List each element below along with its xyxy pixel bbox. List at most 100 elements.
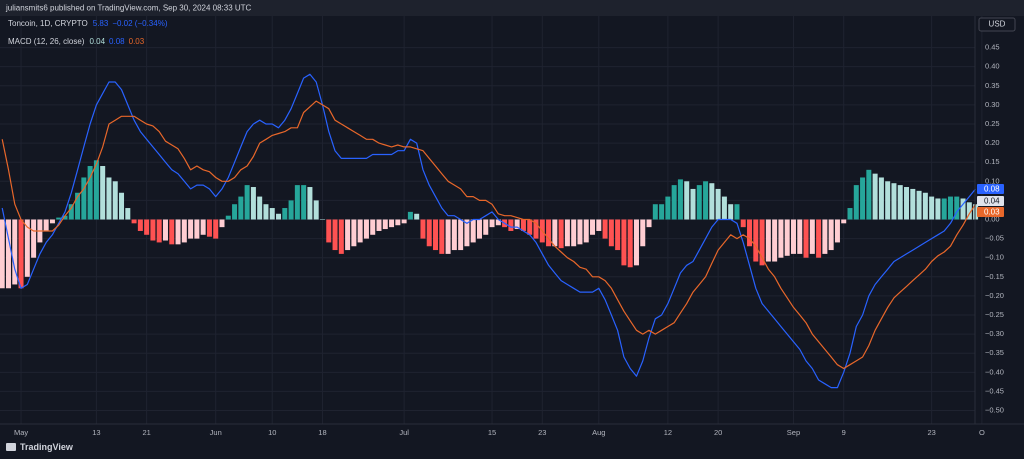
histogram-bar xyxy=(703,181,709,220)
histogram-bar xyxy=(596,219,602,231)
histogram-bar xyxy=(973,204,979,220)
histogram-bar xyxy=(508,219,514,231)
histogram-bar xyxy=(728,204,734,220)
histogram-bar xyxy=(665,196,671,220)
y-tick-label: 0.35 xyxy=(985,81,1000,90)
y-tick-label: 0.40 xyxy=(985,62,1000,71)
histogram-bar xyxy=(75,192,81,220)
histogram-bar xyxy=(941,198,947,220)
histogram-bar xyxy=(0,219,5,289)
histogram-bar xyxy=(759,219,765,266)
publisher: juliansmits6 published on TradingView.co… xyxy=(5,4,252,13)
histogram-bar xyxy=(772,219,778,262)
histogram-bar xyxy=(181,219,187,243)
histogram-bar xyxy=(721,196,727,220)
histogram-bar xyxy=(696,185,702,220)
histogram-bar xyxy=(276,213,282,220)
histogram-bar xyxy=(590,219,596,235)
x-tick-label: 15 xyxy=(488,428,496,437)
x-tick-label: Jul xyxy=(399,428,409,437)
histogram-bar xyxy=(326,219,332,243)
price-axis: 0.450.400.350.300.250.200.150.100.050.00… xyxy=(14,43,1004,437)
histogram-bar xyxy=(797,219,803,254)
histogram-bar xyxy=(834,219,840,243)
histogram-bar xyxy=(885,181,891,220)
histogram-bar xyxy=(790,219,796,254)
histogram-bar xyxy=(520,219,526,231)
currency-button[interactable] xyxy=(978,17,1016,32)
histogram-bar xyxy=(81,177,87,220)
histogram-bar xyxy=(213,219,219,239)
histogram-bar xyxy=(929,196,935,220)
histogram-bar xyxy=(150,219,156,241)
symbol-change: −0.02 (−0.34%) xyxy=(112,19,167,28)
histogram-bar xyxy=(564,219,570,247)
histogram-bar xyxy=(483,219,489,235)
histogram-bar xyxy=(257,196,263,220)
histogram-bar xyxy=(677,179,683,220)
histogram-bar xyxy=(175,219,181,245)
histogram-bar xyxy=(319,219,325,220)
histogram-bar xyxy=(156,219,162,243)
histogram-bar xyxy=(577,219,583,245)
histogram-bar xyxy=(910,188,916,220)
currency[interactable]: USD xyxy=(989,20,1006,29)
histogram-bar xyxy=(809,219,815,254)
histogram-bar xyxy=(470,219,476,243)
y-tick-label: 0.25 xyxy=(985,119,1000,128)
histogram-bar xyxy=(414,213,420,220)
histogram-bar xyxy=(527,219,533,235)
histogram-bar xyxy=(621,219,627,266)
histogram-bar xyxy=(451,219,457,251)
histogram-bar xyxy=(916,190,922,220)
histogram-bar xyxy=(345,219,351,251)
signal-value: 0.03 xyxy=(129,37,145,46)
histogram-bar xyxy=(144,219,150,235)
histogram-bar xyxy=(514,219,520,230)
histogram-bar xyxy=(476,219,482,239)
histogram-bar xyxy=(49,219,55,224)
y-tick-label: −0.50 xyxy=(985,406,1004,415)
histogram-bar xyxy=(947,196,953,220)
macd-axis-value: 0.08 xyxy=(984,185,1000,194)
histogram-bar xyxy=(232,204,238,220)
indicator-line xyxy=(1,73,977,389)
y-tick-label: −0.35 xyxy=(985,348,1004,357)
histogram-bar xyxy=(464,219,470,247)
y-tick-label: 0.10 xyxy=(985,176,1000,185)
histogram-bar xyxy=(282,208,288,220)
histogram-bar xyxy=(43,219,49,231)
histogram-bar xyxy=(288,200,294,220)
histogram-bar xyxy=(338,219,344,254)
histogram-bar xyxy=(878,177,884,220)
histogram-bar xyxy=(439,219,445,254)
histogram-bar xyxy=(433,219,439,251)
y-tick-label: 0.15 xyxy=(985,157,1000,166)
histogram-bar xyxy=(301,185,307,220)
histogram-bar xyxy=(935,198,941,220)
histogram-bar xyxy=(671,185,677,220)
histogram-bar xyxy=(533,219,539,239)
brand-logo: TradingView xyxy=(6,442,74,452)
y-tick-label: −0.25 xyxy=(985,310,1004,319)
indicator-name: MACD (12, 26, close) xyxy=(8,37,85,46)
y-tick-label: 0.00 xyxy=(985,214,1000,223)
histogram-bar xyxy=(244,185,250,220)
histogram-bar xyxy=(401,219,407,224)
histogram-bar xyxy=(583,219,589,243)
histogram-bar xyxy=(370,219,376,235)
histogram-bar xyxy=(131,219,137,224)
histogram-bar xyxy=(558,219,564,249)
x-tick-label: 13 xyxy=(92,428,100,437)
histogram-bar xyxy=(897,185,903,220)
histogram-bar xyxy=(646,219,652,228)
brand: TradingView xyxy=(20,442,74,452)
histogram-bar xyxy=(313,200,319,220)
histogram-bar xyxy=(137,219,143,231)
histogram-bar xyxy=(219,219,225,228)
histogram-bar xyxy=(828,219,834,251)
histogram-bar xyxy=(31,219,37,258)
histogram-bar xyxy=(747,219,753,247)
histogram-bar xyxy=(188,219,194,239)
